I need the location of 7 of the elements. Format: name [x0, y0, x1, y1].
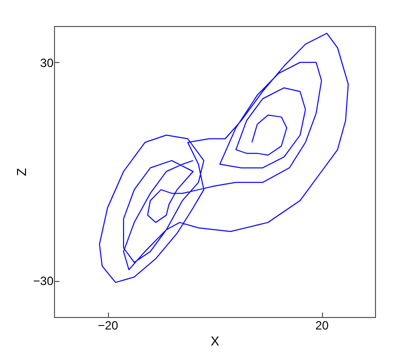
- x-axis-title: X: [210, 334, 220, 348]
- line-series: [98, 32, 349, 283]
- y-tick-label: 30: [40, 56, 54, 70]
- x-tick-label: −20: [98, 318, 118, 332]
- x-tick-label: 20: [315, 318, 329, 332]
- y-axis-title: Z: [14, 168, 30, 176]
- y-tick-label: −30: [33, 274, 54, 288]
